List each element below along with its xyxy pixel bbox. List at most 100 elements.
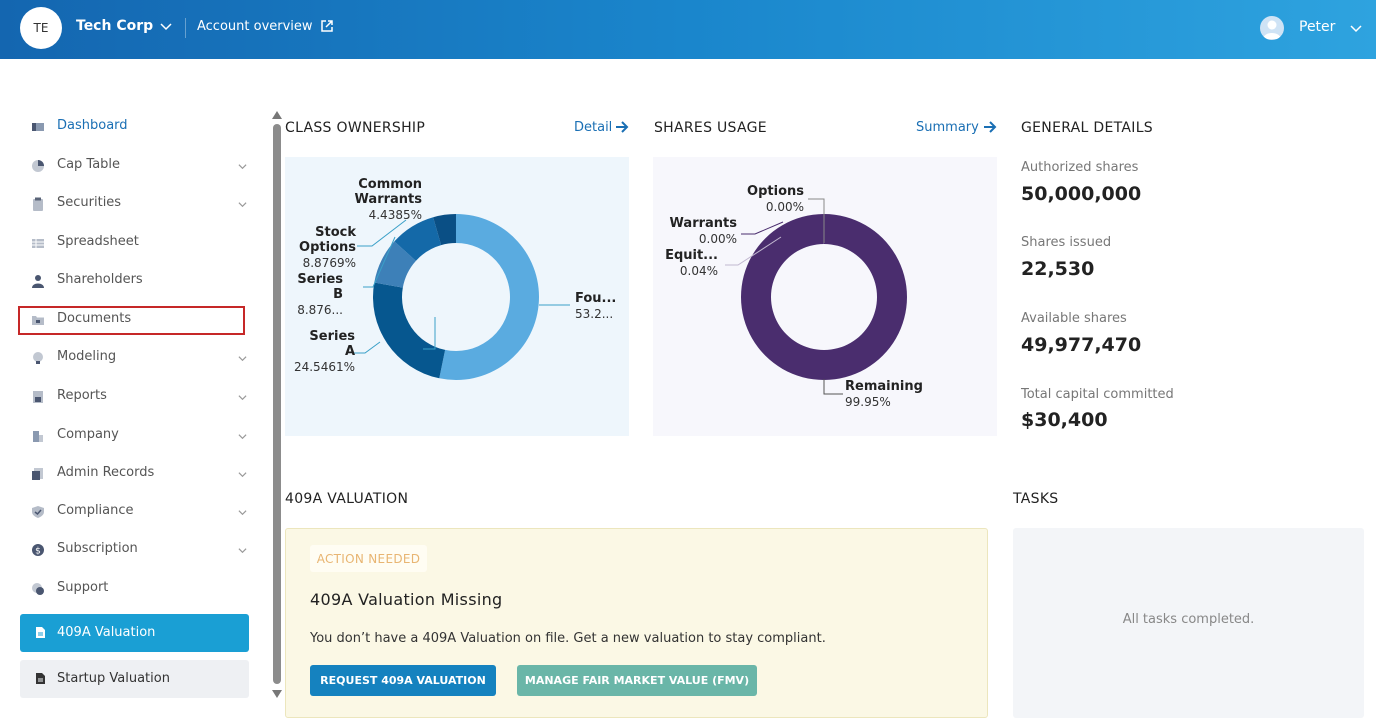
lightbulb-icon bbox=[31, 351, 45, 365]
sidebar-item-label: Securities bbox=[57, 195, 121, 210]
sidebar-button-label: 409A Valuation bbox=[57, 625, 155, 640]
sidebar-item-securities[interactable]: Securities bbox=[20, 186, 248, 220]
sidebar-item-dashboard[interactable]: Dashboard bbox=[20, 109, 248, 143]
sidebar-item-company[interactable]: Company bbox=[20, 418, 248, 452]
sidebar-item-label: Company bbox=[57, 427, 119, 442]
sidebar-item-label: Reports bbox=[57, 388, 107, 403]
chevron-down-icon[interactable] bbox=[238, 393, 247, 402]
chevron-down-icon[interactable] bbox=[1350, 22, 1362, 34]
support-icon bbox=[31, 582, 45, 596]
sidebar-item-compliance[interactable]: Compliance bbox=[20, 494, 248, 528]
authorized-shares-label: Authorized shares bbox=[1021, 160, 1138, 175]
sidebar-button-startup-valuation[interactable]: Startup Valuation bbox=[20, 660, 249, 698]
svg-text:$: $ bbox=[35, 547, 41, 557]
stock-options-value: 8.8769% bbox=[290, 256, 356, 270]
sidebar-item-label: Admin Records bbox=[57, 465, 154, 480]
valuation-card-title: 409A Valuation Missing bbox=[310, 590, 502, 609]
shield-icon bbox=[31, 505, 45, 519]
chevron-down-icon[interactable] bbox=[238, 546, 247, 555]
person-icon bbox=[31, 274, 45, 288]
chevron-down-icon[interactable] bbox=[238, 508, 247, 517]
report-icon bbox=[31, 390, 45, 404]
authorized-shares-value: 50,000,000 bbox=[1021, 183, 1141, 205]
chevron-down-icon[interactable] bbox=[238, 354, 247, 363]
equity-value: 0.04% bbox=[660, 264, 718, 278]
top-header: TE Tech Corp Account overview Peter bbox=[0, 0, 1376, 59]
series-b-name-2: B bbox=[333, 287, 343, 302]
documents-highlight-outline bbox=[18, 306, 245, 335]
scroll-down-arrow[interactable] bbox=[272, 690, 282, 698]
total-capital-label: Total capital committed bbox=[1021, 387, 1174, 402]
leader-line-series-a bbox=[353, 342, 380, 353]
shares-usage-title: SHARES USAGE bbox=[654, 120, 767, 136]
sidebar-item-label: Spreadsheet bbox=[57, 234, 139, 249]
sidebar-item-label: Support bbox=[57, 580, 108, 595]
options-value: 0.00% bbox=[735, 200, 804, 214]
sidebar-item-subscription[interactable]: $ Subscription bbox=[20, 532, 248, 566]
common-warrants-name-2: Warrants bbox=[355, 192, 422, 207]
sidebar-item-admin-records[interactable]: Admin Records bbox=[20, 456, 248, 490]
external-link-icon[interactable] bbox=[321, 20, 333, 32]
building-icon bbox=[31, 429, 45, 443]
clipboard-icon bbox=[31, 197, 45, 211]
chevron-down-icon[interactable] bbox=[160, 20, 172, 32]
available-shares-label: Available shares bbox=[1021, 311, 1127, 326]
arrow-right-icon[interactable] bbox=[983, 121, 997, 133]
class-ownership-title: CLASS OWNERSHIP bbox=[285, 120, 425, 136]
user-avatar[interactable] bbox=[1260, 16, 1284, 40]
request-409a-button[interactable]: REQUEST 409A VALUATION bbox=[310, 665, 496, 696]
sidebar-item-modeling[interactable]: Modeling bbox=[20, 340, 248, 374]
header-divider bbox=[185, 18, 186, 38]
account-overview-link[interactable]: Account overview bbox=[197, 19, 313, 34]
scrollbar-thumb[interactable] bbox=[273, 124, 281, 684]
series-a-name-2: A bbox=[345, 344, 355, 359]
sidebar-item-spreadsheet[interactable]: Spreadsheet bbox=[20, 225, 248, 259]
common-warrants-value: 4.4385% bbox=[350, 208, 422, 222]
sidebar-item-reports[interactable]: Reports bbox=[20, 379, 248, 413]
series-b-name-1: Series bbox=[297, 272, 343, 287]
manage-fmv-button[interactable]: MANAGE FAIR MARKET VALUE (FMV) bbox=[517, 665, 757, 696]
arrow-right-icon[interactable] bbox=[615, 121, 629, 133]
leader-line-remaining bbox=[824, 379, 843, 394]
donut-slice-series-a[interactable] bbox=[373, 283, 445, 379]
chevron-down-icon[interactable] bbox=[238, 432, 247, 441]
sidebar-item-label: Cap Table bbox=[57, 157, 120, 172]
sidebar-button-409a-valuation[interactable]: 409A Valuation bbox=[20, 614, 249, 652]
options-label: Options bbox=[735, 184, 804, 199]
chevron-down-icon[interactable] bbox=[238, 162, 247, 171]
stock-options-name-2: Options bbox=[299, 240, 356, 255]
series-b-value: 8.876... bbox=[290, 303, 343, 317]
class-ownership-detail-link[interactable]: Detail bbox=[574, 120, 612, 135]
chevron-down-icon[interactable] bbox=[238, 470, 247, 479]
user-name[interactable]: Peter bbox=[1299, 19, 1335, 35]
remaining-label: Remaining bbox=[845, 379, 923, 394]
dollar-icon: $ bbox=[31, 543, 45, 557]
pie-chart-icon bbox=[31, 159, 45, 173]
document-icon bbox=[35, 626, 46, 639]
available-shares-value: 49,977,470 bbox=[1021, 334, 1141, 356]
action-needed-badge: ACTION NEEDED bbox=[310, 545, 427, 572]
sidebar-item-label: Subscription bbox=[57, 541, 138, 556]
chevron-down-icon[interactable] bbox=[238, 200, 247, 209]
spreadsheet-icon bbox=[31, 236, 45, 250]
series-a-name-1: Series bbox=[309, 329, 355, 344]
sidebar-item-support[interactable]: Support bbox=[20, 571, 248, 605]
sidebar-button-label: Startup Valuation bbox=[57, 671, 170, 686]
org-avatar[interactable]: TE bbox=[20, 7, 62, 49]
tasks-title: TASKS bbox=[1013, 491, 1059, 507]
remaining-value: 99.95% bbox=[845, 395, 891, 409]
stock-options-name-1: Stock bbox=[315, 225, 356, 240]
tasks-empty-text: All tasks completed. bbox=[1013, 612, 1364, 627]
shares-usage-summary-link[interactable]: Summary bbox=[916, 120, 979, 135]
total-capital-value: $30,400 bbox=[1021, 409, 1108, 431]
records-icon bbox=[31, 467, 45, 481]
sidebar-item-shareholders[interactable]: Shareholders bbox=[20, 263, 248, 297]
org-name[interactable]: Tech Corp bbox=[76, 18, 153, 34]
sidebar-item-label: Shareholders bbox=[57, 272, 143, 287]
sidebar-item-cap-table[interactable]: Cap Table bbox=[20, 148, 248, 182]
dashboard-icon bbox=[31, 120, 45, 134]
scroll-up-arrow[interactable] bbox=[272, 111, 282, 119]
founders-label: Fou... bbox=[575, 291, 616, 306]
